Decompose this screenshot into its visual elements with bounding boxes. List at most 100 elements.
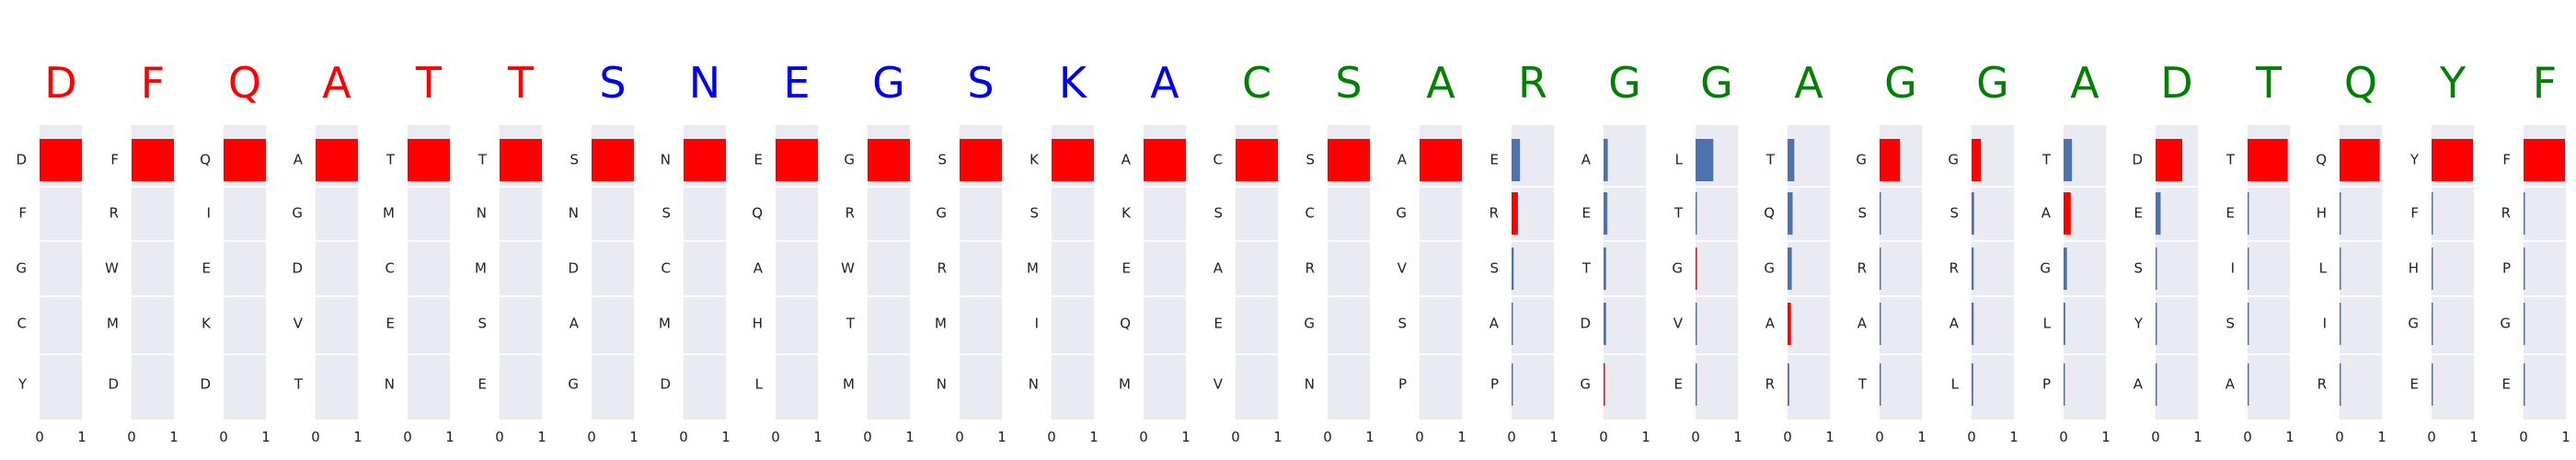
panel-12: A A K E Q M 0 1 [1119,58,1190,445]
bar [2432,247,2433,290]
category-label: R [1857,260,1867,277]
x-tick-label: 1 [629,429,638,445]
token-label: G [1884,58,1917,108]
category-label: E [202,260,211,277]
bar [1880,192,1881,235]
bar [2064,303,2065,345]
category-label: E [2226,205,2235,222]
category-label: D [2132,152,2143,168]
panel-background [1788,125,1830,420]
category-label: I [2323,316,2327,332]
bar [1236,139,1278,181]
x-tick-label: 0 [403,429,412,445]
bar [2156,303,2157,345]
x-tick-label: 1 [2561,429,2570,445]
category-label: V [1673,316,1684,332]
panel-1: F F R W M D 0 1 [105,58,178,445]
x-tick-label: 1 [2285,429,2294,445]
x-tick-label: 1 [2469,429,2478,445]
bar [1512,363,1513,406]
x-tick-label: 1 [721,429,730,445]
category-label: S [2225,316,2235,332]
category-label: D [200,376,211,393]
category-label: E [478,376,487,393]
category-label: F [2502,152,2511,168]
panel-11: K K S M I N 0 1 [1027,58,1098,445]
panel-19: A T Q G A R 0 1 [1764,58,1834,445]
bar [1052,139,1094,181]
token-label: D [44,58,76,108]
category-label: C [1305,205,1315,222]
bar [2248,363,2249,406]
category-label: I [207,205,211,222]
category-label: T [845,316,856,332]
category-label: Y [17,376,28,393]
category-label: E [386,316,395,332]
bar [1512,247,1514,290]
bar [1788,192,1793,235]
category-label: E [2134,205,2143,222]
category-label: F [110,152,119,168]
category-label: T [385,152,396,168]
x-tick-label: 0 [1691,429,1700,445]
bar [1696,192,1697,235]
panel-26: Y Y F H G E 0 1 [2408,58,2478,445]
category-label: M [1119,376,1131,393]
bar [1788,303,1791,345]
bar [2524,139,2566,181]
bar [2432,139,2474,181]
bar [2432,363,2433,406]
category-label: T [2225,152,2236,168]
bar [2156,247,2157,290]
panel-3: A A G D V T 0 1 [292,58,362,445]
category-label: T [293,376,304,393]
category-label: T [1857,376,1868,393]
category-label: A [1949,316,1960,332]
token-label: F [141,58,165,108]
category-label: Q [1764,205,1775,222]
token-label: A [322,58,351,108]
category-label: Q [2316,152,2327,168]
x-tick-label: 1 [445,429,454,445]
x-tick-label: 0 [1323,429,1332,445]
token-label: E [783,58,810,108]
x-tick-label: 0 [679,429,688,445]
category-label: R [1765,376,1775,393]
token-label: Y [2439,58,2467,108]
category-label: T [2041,152,2052,168]
category-label: R [1949,260,1959,277]
category-label: L [1951,376,1960,393]
category-label: G [2040,260,2051,277]
category-label: R [109,205,119,222]
category-label: R [2501,205,2511,222]
bar [1696,363,1697,406]
bar [132,139,174,181]
bar [1788,139,1795,181]
bar [2524,192,2525,235]
category-label: R [2317,376,2327,393]
x-tick-label: 1 [353,429,362,445]
bar [2432,192,2433,235]
category-label: R [1305,260,1315,277]
category-label: G [292,205,303,222]
bar [1328,139,1370,181]
x-tick-label: 0 [2243,429,2252,445]
bar [1972,363,1973,406]
x-tick-label: 0 [35,429,44,445]
category-label: W [841,260,855,277]
x-tick-label: 0 [1599,429,1608,445]
panel-5: T T N M S E 0 1 [475,58,546,445]
token-label: S [967,58,994,108]
x-tick-label: 0 [771,429,780,445]
category-label: H [753,316,763,332]
category-label: M [659,316,671,332]
category-label: G [1396,205,1407,222]
panel-13: C C S A E V 0 1 [1213,58,1282,445]
category-label: H [2317,205,2327,222]
bar [2064,363,2065,406]
x-tick-label: 0 [1967,429,1976,445]
panel-2: Q Q I E K D 0 1 [200,58,270,445]
category-label: F [18,205,27,222]
category-label: S [661,205,671,222]
